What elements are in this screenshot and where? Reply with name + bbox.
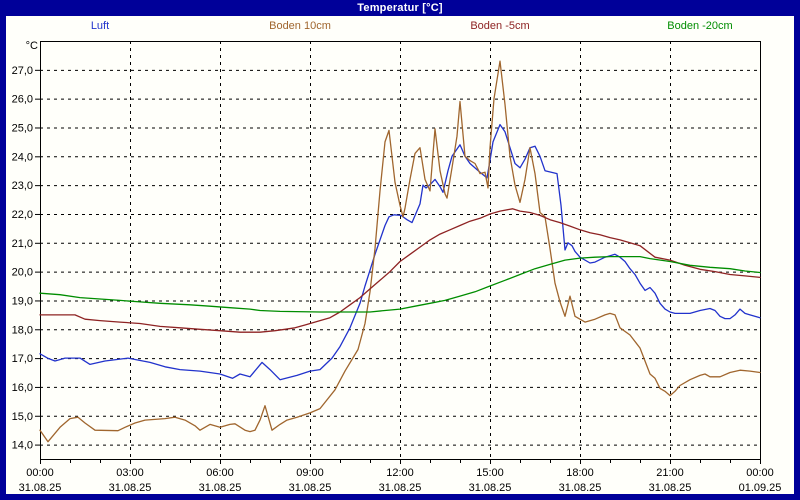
x-tick-time: 00:00 bbox=[746, 467, 774, 479]
y-tick-label: 27,0 bbox=[12, 65, 33, 77]
grid bbox=[40, 41, 760, 459]
x-tick-time: 12:00 bbox=[386, 467, 414, 479]
y-tick-label: 20,0 bbox=[12, 267, 33, 279]
series-boden-10cm bbox=[39, 60, 761, 443]
x-tick-time: 06:00 bbox=[206, 467, 234, 479]
legend-label-boden-10cm: Boden 10cm bbox=[269, 20, 331, 32]
axis-ticks bbox=[35, 69, 761, 464]
x-tick-date: 31.08.25 bbox=[469, 482, 512, 494]
legend-item-luft: Luft bbox=[0, 18, 200, 34]
series-boden-20cm bbox=[39, 255, 761, 313]
x-tick-date: 01.09.25 bbox=[739, 482, 782, 494]
x-tick-date: 31.08.25 bbox=[379, 482, 422, 494]
x-tick-date: 31.08.25 bbox=[649, 482, 692, 494]
x-tick-time: 18:00 bbox=[566, 467, 594, 479]
axis-labels: °C 14,0 15,0 16,0 17,0 18,0 19,0 20,0 21,0 22,0 23… bbox=[12, 40, 782, 494]
y-tick-label: 17,0 bbox=[12, 353, 33, 365]
x-tick-date: 31.08.25 bbox=[559, 482, 602, 494]
y-tick-label: 16,0 bbox=[12, 382, 33, 394]
legend-label-boden-minus5cm: Boden -5cm bbox=[470, 20, 530, 32]
x-tick-time: 15:00 bbox=[476, 467, 504, 479]
x-tick-time: 09:00 bbox=[296, 467, 324, 479]
title-bar: Temperatur [°C] bbox=[0, 0, 800, 16]
y-axis-unit: °C bbox=[26, 40, 38, 52]
y-tick-label: 24,0 bbox=[12, 151, 33, 163]
series-boden-5cm bbox=[39, 208, 761, 333]
legend-item-boden-minus5cm: Boden -5cm bbox=[400, 18, 600, 34]
legend: Luft Boden 10cm Boden -5cm Boden -20cm bbox=[0, 18, 800, 34]
x-tick-time: 00:00 bbox=[26, 467, 54, 479]
chart-title: Temperatur [°C] bbox=[357, 2, 443, 14]
y-tick-label: 25,0 bbox=[12, 122, 33, 134]
y-tick-label: 26,0 bbox=[12, 94, 33, 106]
x-tick-time: 03:00 bbox=[116, 467, 144, 479]
legend-item-boden-10cm: Boden 10cm bbox=[200, 18, 400, 34]
y-tick-label: 18,0 bbox=[12, 324, 33, 336]
legend-item-boden-minus20cm: Boden -20cm bbox=[600, 18, 800, 34]
y-tick-label: 14,0 bbox=[12, 440, 33, 452]
x-tick-date: 31.08.25 bbox=[109, 482, 152, 494]
x-tick-date: 31.08.25 bbox=[289, 482, 332, 494]
x-tick-date: 31.08.25 bbox=[19, 482, 62, 494]
legend-label-boden-minus20cm: Boden -20cm bbox=[667, 20, 733, 32]
x-tick-date: 31.08.25 bbox=[199, 482, 242, 494]
y-tick-label: 15,0 bbox=[12, 411, 33, 423]
x-tick-time: 21:00 bbox=[656, 467, 684, 479]
y-tick-label: 19,0 bbox=[12, 295, 33, 307]
y-tick-label: 21,0 bbox=[12, 238, 33, 250]
y-tick-label: 22,0 bbox=[12, 209, 33, 221]
y-tick-label: 23,0 bbox=[12, 180, 33, 192]
legend-label-luft: Luft bbox=[90, 20, 110, 32]
